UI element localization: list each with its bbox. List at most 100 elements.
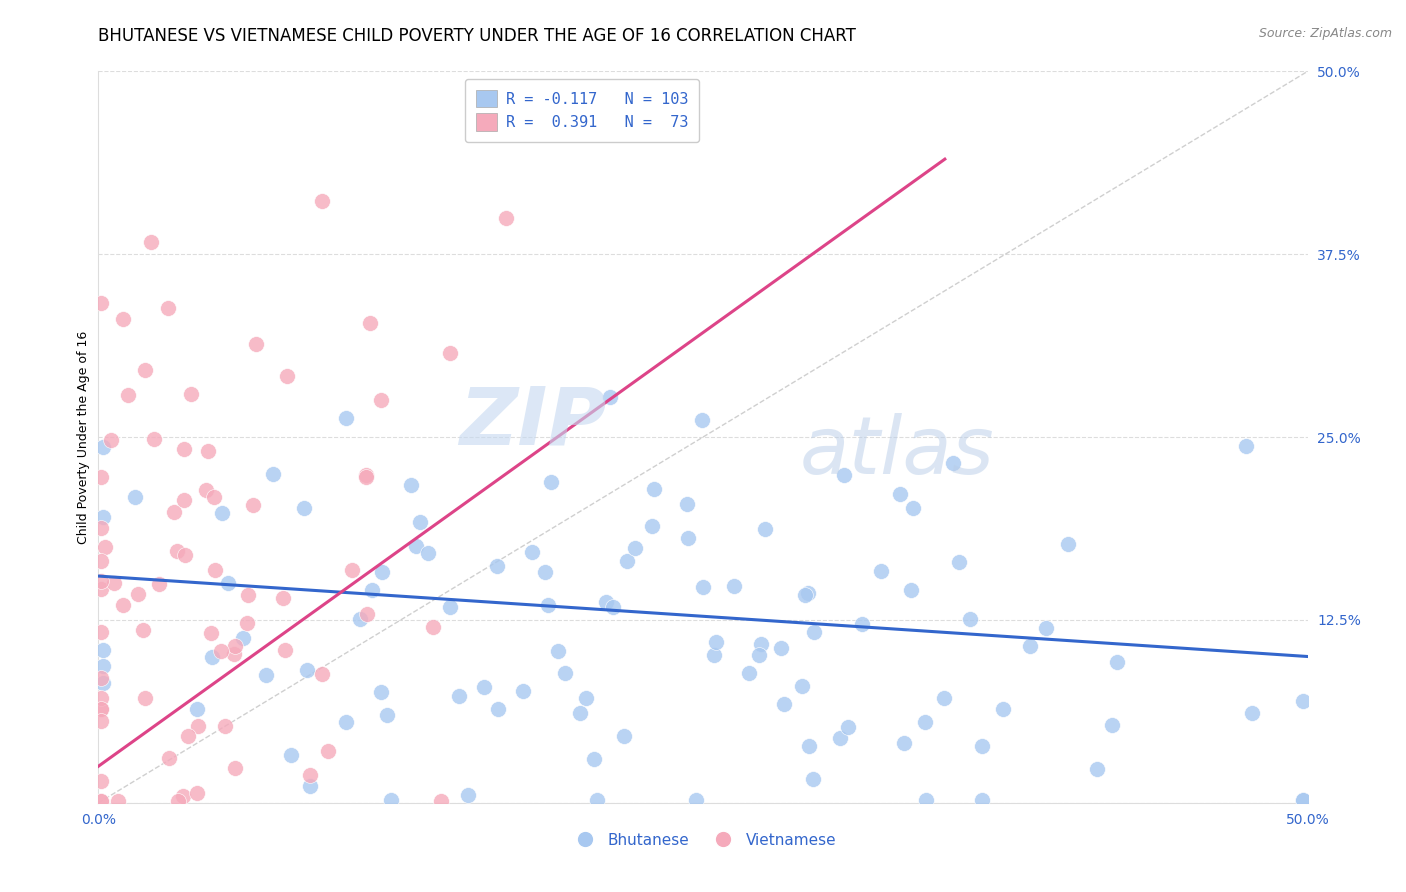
Point: [1107, 655, 1129, 669]
Point: [90, 702, 112, 716]
Point: [90, 794, 112, 808]
Point: [770, 640, 793, 655]
Point: [540, 475, 562, 490]
Point: [90, 554, 112, 568]
Point: [1085, 762, 1108, 776]
Point: [132, 623, 155, 637]
Point: [204, 563, 226, 577]
Point: [91, 440, 114, 454]
Point: [554, 666, 576, 681]
Point: [547, 644, 569, 658]
Point: [692, 413, 714, 427]
Point: [292, 500, 315, 515]
Point: [356, 607, 378, 622]
Point: [772, 698, 794, 712]
Point: [1292, 694, 1315, 708]
Point: [111, 598, 134, 612]
Point: [224, 647, 246, 661]
Point: [90, 582, 112, 596]
Point: [685, 793, 707, 807]
Point: [90, 625, 112, 640]
Point: [90, 295, 112, 310]
Point: [224, 761, 246, 775]
Point: [624, 541, 647, 555]
Point: [90, 574, 112, 588]
Point: [893, 736, 915, 750]
Point: [793, 588, 815, 602]
Point: [409, 516, 432, 530]
Point: [197, 444, 219, 458]
Point: [335, 714, 357, 729]
Point: [422, 620, 444, 634]
Point: [90, 702, 112, 716]
Point: [311, 194, 333, 208]
Point: [91, 676, 114, 690]
Point: [375, 707, 398, 722]
Text: atlas: atlas: [800, 413, 994, 491]
Point: [209, 643, 232, 657]
Point: [900, 583, 922, 598]
Point: [134, 363, 156, 377]
Point: [643, 483, 665, 497]
Point: [90, 794, 112, 808]
Point: [361, 582, 384, 597]
Point: [186, 701, 208, 715]
Point: [93, 540, 115, 554]
Point: [271, 591, 294, 605]
Point: [195, 483, 218, 497]
Point: [914, 714, 936, 729]
Point: [90, 521, 112, 535]
Point: [262, 467, 284, 482]
Point: [418, 546, 440, 560]
Point: [112, 312, 135, 326]
Point: [242, 498, 264, 512]
Point: [439, 346, 461, 360]
Point: [117, 388, 139, 402]
Point: [180, 387, 202, 401]
Point: [748, 648, 770, 662]
Point: [236, 588, 259, 602]
Point: [901, 500, 924, 515]
Point: [595, 595, 617, 609]
Point: [832, 467, 855, 482]
Point: [166, 543, 188, 558]
Point: [157, 751, 180, 765]
Point: [472, 680, 495, 694]
Point: [1292, 793, 1315, 807]
Point: [139, 235, 162, 249]
Point: [187, 719, 209, 733]
Point: [870, 565, 893, 579]
Point: [91, 643, 114, 657]
Point: [124, 490, 146, 504]
Point: [676, 497, 699, 511]
Point: [1019, 639, 1042, 653]
Point: [311, 667, 333, 681]
Point: [486, 702, 509, 716]
Point: [582, 752, 605, 766]
Point: [211, 506, 233, 520]
Point: [439, 599, 461, 614]
Point: [156, 301, 179, 316]
Point: [173, 493, 195, 508]
Text: Source: ZipAtlas.com: Source: ZipAtlas.com: [1258, 27, 1392, 40]
Point: [1057, 537, 1080, 551]
Text: ZIP: ZIP: [458, 384, 606, 461]
Point: [692, 580, 714, 594]
Point: [163, 505, 186, 519]
Point: [342, 563, 364, 577]
Point: [948, 555, 970, 569]
Point: [90, 714, 112, 729]
Point: [790, 679, 813, 693]
Point: [1035, 622, 1057, 636]
Point: [370, 684, 392, 698]
Point: [201, 650, 224, 665]
Point: [349, 612, 371, 626]
Point: [738, 666, 761, 681]
Point: [107, 794, 129, 808]
Point: [837, 720, 859, 734]
Point: [295, 663, 318, 677]
Point: [429, 794, 451, 808]
Point: [186, 786, 208, 800]
Point: [959, 612, 981, 626]
Point: [704, 634, 727, 648]
